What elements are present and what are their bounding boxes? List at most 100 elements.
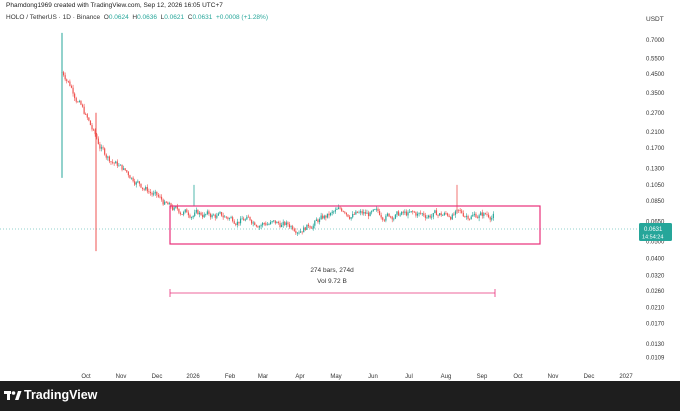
candle-body: [486, 214, 488, 215]
candle-body: [401, 211, 403, 215]
candle-body: [258, 226, 261, 228]
candle-body: [100, 147, 103, 149]
candle-body: [129, 175, 131, 179]
close-value: 0.0631: [192, 14, 213, 21]
candle-body: [446, 213, 449, 216]
range-rectangle[interactable]: [169, 205, 541, 245]
time-axis-label: Mar: [258, 374, 268, 380]
candle-body: [492, 213, 494, 219]
candle-body: [244, 219, 246, 221]
time-axis-label: 2026: [186, 374, 200, 380]
candle-body: [168, 203, 171, 205]
candle-body: [176, 206, 178, 209]
candle-body: [116, 161, 118, 166]
chart-panel[interactable]: Phamdong1969 created with TradingView.co…: [0, 0, 680, 381]
candle-body: [331, 211, 333, 213]
tradingview-logo-icon: [4, 391, 22, 400]
created-by-text: Phamdong1969 created with TradingView.co…: [6, 2, 223, 9]
candle-body: [457, 209, 460, 211]
candle-body: [309, 226, 311, 228]
candle-body: [393, 218, 395, 220]
candle-body: [186, 209, 188, 213]
price-chart[interactable]: 274 bars, 274d Vol 9.72 B 0.70000.55000.…: [0, 0, 680, 381]
candle-body: [233, 221, 235, 224]
candle-body: [432, 213, 434, 217]
candle-body: [304, 227, 306, 230]
measure-volume-label: Vol 9.72 B: [317, 278, 347, 285]
candle-body: [339, 207, 341, 209]
candle-body: [107, 156, 109, 158]
candle-body: [265, 223, 267, 225]
candle-body: [388, 213, 390, 217]
low-value: 0.0621: [164, 14, 185, 21]
candle-body: [424, 215, 426, 218]
candle-body: [473, 213, 475, 215]
candle-body: [475, 213, 477, 218]
candle-body: [481, 212, 483, 216]
time-axis-label: Jul: [405, 374, 413, 380]
currency-label[interactable]: USDT: [646, 16, 664, 23]
candle-body: [72, 87, 74, 94]
candle-body: [211, 215, 213, 218]
symbol-pair[interactable]: HOLO / TetherUS · 1D · Binance: [6, 14, 101, 21]
candle-body: [407, 212, 409, 216]
candle-body: [214, 214, 216, 218]
candle-body: [89, 120, 92, 126]
candle-body: [140, 183, 142, 188]
candle-body: [156, 191, 158, 195]
candle-body: [478, 215, 480, 219]
candle-body: [146, 187, 148, 192]
candle-body: [175, 206, 177, 208]
candle-body: [105, 154, 107, 158]
candle-body: [277, 222, 280, 224]
candle-body: [336, 209, 338, 210]
candle-body: [102, 147, 104, 149]
candle-body: [415, 212, 417, 216]
candle-body: [307, 224, 310, 227]
time-axis[interactable]: Oct Nov Dec 2026 Feb Mar Apr May Jun Jul Aug Sep Oct…: [81, 374, 633, 380]
candle-body: [97, 138, 99, 145]
candle-body: [311, 227, 313, 229]
candle-body: [341, 208, 343, 212]
candle-body: [187, 212, 189, 216]
time-axis-label: Nov: [116, 374, 127, 380]
candle-body: [405, 211, 408, 216]
candle-body: [260, 225, 262, 227]
candle-body: [157, 194, 159, 197]
candle-body: [200, 212, 202, 215]
candle-body: [110, 161, 112, 163]
candle-body: [172, 206, 174, 210]
price-axis-label: 0.1050: [646, 183, 665, 189]
candle-body: [325, 215, 327, 218]
candle-body: [254, 222, 256, 226]
candle-body: [317, 219, 319, 223]
price-axis-label: 0.0850: [646, 199, 665, 205]
candle-body: [483, 213, 485, 216]
low-label: L: [160, 14, 165, 21]
candle-body: [369, 212, 371, 217]
candle-body: [266, 224, 268, 226]
candle-body: [360, 211, 362, 213]
candle-body: [91, 125, 93, 130]
candle-body: [173, 207, 175, 210]
candle-body: [252, 222, 254, 224]
candle-body: [355, 211, 357, 215]
candle-body: [121, 164, 123, 170]
candle-body: [467, 215, 469, 219]
candle-body: [385, 215, 387, 221]
candle-body: [189, 215, 191, 218]
candle-body: [386, 213, 389, 216]
candle-body: [124, 168, 126, 171]
candle-body: [476, 217, 479, 219]
candle-body: [330, 212, 332, 216]
candle-body: [160, 196, 163, 200]
candle-body: [287, 222, 289, 225]
candle-body: [209, 213, 212, 218]
candle-body: [154, 191, 156, 194]
candle-body: [323, 215, 325, 219]
candle-body: [363, 212, 365, 214]
candle-body: [251, 220, 253, 224]
candle-body: [353, 214, 355, 215]
price-axis[interactable]: 0.7000 0.5500 0.4500 0.3500 0.2700 0.2100 0.17…: [646, 38, 665, 361]
candle-body: [135, 182, 137, 185]
